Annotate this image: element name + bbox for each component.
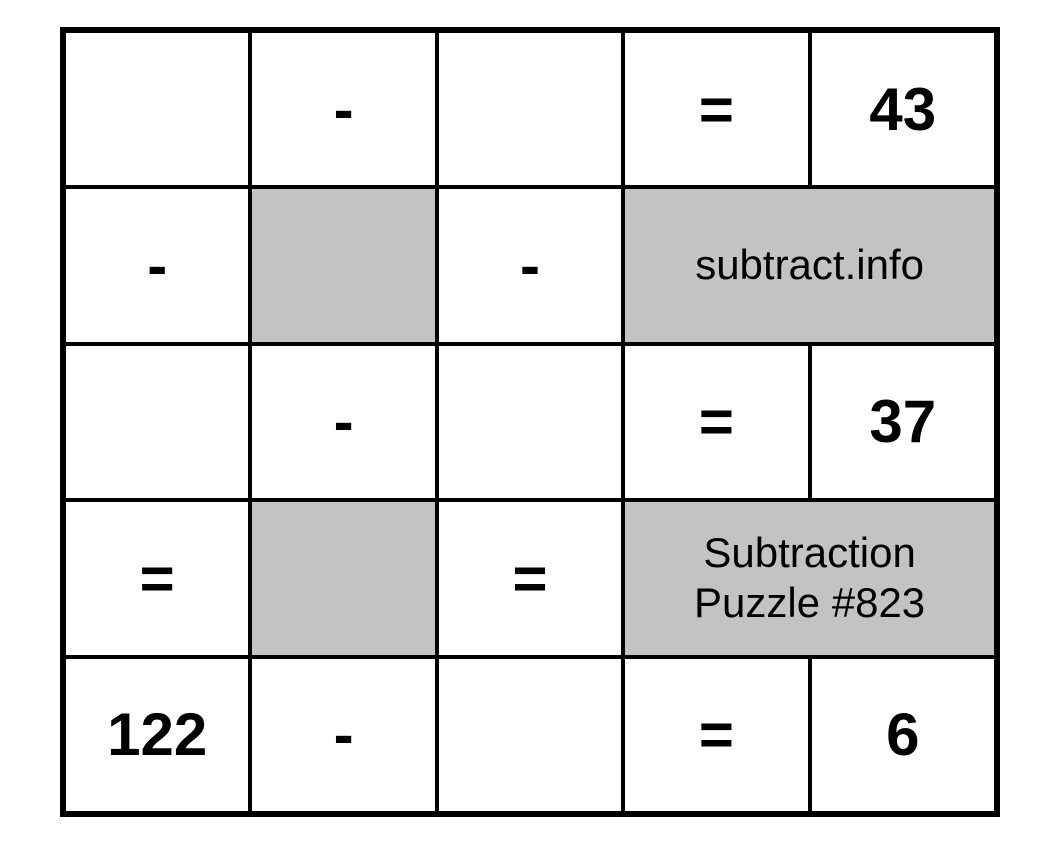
cell-r1c0-minus: - xyxy=(64,187,250,343)
cell-r3c1-shaded xyxy=(250,500,436,656)
cell-r0c1-minus: - xyxy=(250,31,436,187)
cell-r1c34-site-label: subtract.info xyxy=(623,187,996,343)
cell-r4c4-value: 6 xyxy=(810,657,996,813)
puzzle-label-line2: Puzzle #823 xyxy=(694,578,925,628)
cell-r0c3-equals: = xyxy=(623,31,809,187)
cell-r4c1-minus: - xyxy=(250,657,436,813)
cell-r0c2-blank[interactable] xyxy=(437,31,623,187)
cell-r1c2-minus: - xyxy=(437,187,623,343)
puzzle-row-1: - - subtract.info xyxy=(64,187,996,343)
cell-r2c2-blank[interactable] xyxy=(437,344,623,500)
cell-r2c1-minus: - xyxy=(250,344,436,500)
cell-r1c1-shaded xyxy=(250,187,436,343)
cell-r0c0-blank[interactable] xyxy=(64,31,250,187)
puzzle-row-3: = = Subtraction Puzzle #823 xyxy=(64,500,996,656)
puzzle-row-2: - = 37 xyxy=(64,344,996,500)
cell-r0c4-value: 43 xyxy=(810,31,996,187)
cell-r2c4-value: 37 xyxy=(810,344,996,500)
cell-r4c0-value: 122 xyxy=(64,657,250,813)
cell-r3c0-equals: = xyxy=(64,500,250,656)
subtraction-puzzle-grid: - = 43 - - subtract.info - = 37 = = Subt… xyxy=(60,27,1000,817)
puzzle-row-0: - = 43 xyxy=(64,31,996,187)
cell-r4c3-equals: = xyxy=(623,657,809,813)
puzzle-row-4: 122 - = 6 xyxy=(64,657,996,813)
cell-r3c2-equals: = xyxy=(437,500,623,656)
cell-r3c34-puzzle-label: Subtraction Puzzle #823 xyxy=(623,500,996,656)
cell-r2c0-blank[interactable] xyxy=(64,344,250,500)
cell-r4c2-blank[interactable] xyxy=(437,657,623,813)
cell-r2c3-equals: = xyxy=(623,344,809,500)
puzzle-label-line1: Subtraction xyxy=(694,528,925,578)
